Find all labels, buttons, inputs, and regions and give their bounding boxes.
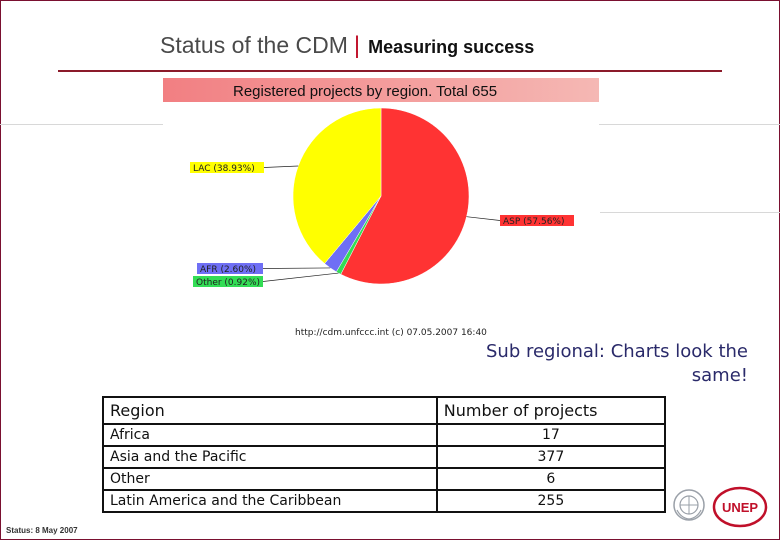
slice-label-box <box>193 276 263 287</box>
un-emblem-icon <box>673 489 705 521</box>
slice-leader-line <box>263 165 299 168</box>
region-table: Region Number of projects Africa 17 Asia… <box>102 396 667 513</box>
table-row: Latin America and the Caribbean 255 <box>102 489 667 513</box>
chart-title-bar: Registered projects by region. Total 655 <box>163 78 599 102</box>
count-cell: 17 <box>435 423 667 447</box>
header-count: Number of projects <box>435 396 667 425</box>
pie-chart-panel: Registered projects by region. Total 655… <box>163 76 599 340</box>
region-cell: Latin America and the Caribbean <box>102 489 438 513</box>
count-cell: 255 <box>435 489 667 513</box>
title-rule <box>58 70 722 72</box>
slide-title: Status of the CDM | Measuring success <box>160 32 534 60</box>
table-row: Asia and the Pacific 377 <box>102 445 667 469</box>
header-region: Region <box>102 396 438 425</box>
title-separator: | <box>353 32 361 59</box>
slice-label-box <box>197 263 263 274</box>
region-cell: Other <box>102 467 438 491</box>
subregional-note: Sub regional: Charts look the same! <box>485 341 748 386</box>
table-row: Africa 17 <box>102 423 667 447</box>
title-main: Status of the CDM <box>160 32 348 58</box>
region-cell: Asia and the Pacific <box>102 445 438 469</box>
slice-leader-line <box>466 216 501 221</box>
pie-slice <box>340 107 470 285</box>
slice-label: ASP (57.56%) <box>503 217 565 227</box>
slice-label-box <box>190 162 264 173</box>
count-cell: 6 <box>435 467 667 491</box>
pie-chart: ASP (57.56%) Other (0.92%) AFR (2.60%) LAC … <box>190 107 574 288</box>
unep-text: UNEP <box>722 500 758 515</box>
slice-label: LAC (38.93%) <box>193 164 255 174</box>
table-row: Other 6 <box>102 467 667 491</box>
slice-label: AFR (2.60%) <box>200 265 256 275</box>
slice-label: Other (0.92%) <box>196 278 260 288</box>
title-sub: Measuring success <box>368 37 535 57</box>
divider-line <box>600 212 780 213</box>
unep-logo-icon: UNEP <box>712 486 768 528</box>
count-cell: 377 <box>435 445 667 469</box>
slice-leader-line <box>262 272 339 282</box>
status-footer: Status: 8 May 2007 <box>6 526 78 535</box>
slice-label-box <box>500 215 574 226</box>
table-header-row: Region Number of projects <box>102 396 667 425</box>
chart-source: http://cdm.unfccc.int (c) 07.05.2007 16:… <box>295 328 487 338</box>
slice-leader-line <box>262 267 331 269</box>
chart-title: Registered projects by region. Total 655 <box>233 83 498 100</box>
region-cell: Africa <box>102 423 438 447</box>
